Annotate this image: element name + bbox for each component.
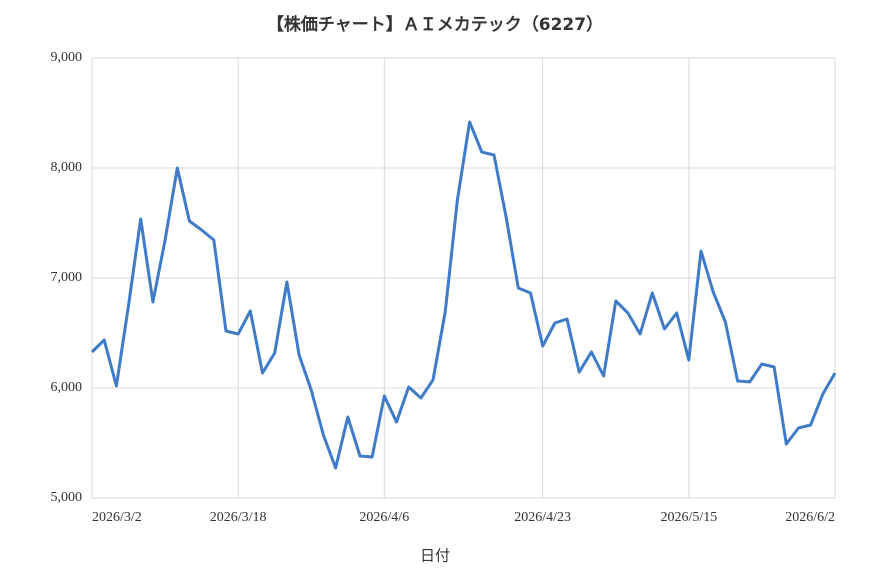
y-tick-label: 8,000 [51, 160, 83, 175]
y-tick-label: 7,000 [51, 270, 83, 285]
x-tick-label: 2026/4/6 [359, 510, 409, 525]
price-line [90, 120, 837, 470]
x-tick-label: 2026/4/23 [514, 510, 571, 525]
x-tick-label: 2026/6/2 [785, 510, 835, 525]
x-tick-label: 2026/3/2 [92, 510, 142, 525]
x-axis-label: 日付 [420, 547, 450, 565]
x-tick-label: 2026/3/18 [210, 510, 267, 525]
y-tick-label: 9,000 [51, 50, 83, 65]
y-tick-label: 5,000 [51, 490, 83, 505]
chart-title: 【株価チャート】ＡＩメカテック（6227） [267, 14, 603, 35]
x-tick-label: 2026/5/15 [660, 510, 717, 525]
y-tick-label: 6,000 [51, 380, 83, 395]
